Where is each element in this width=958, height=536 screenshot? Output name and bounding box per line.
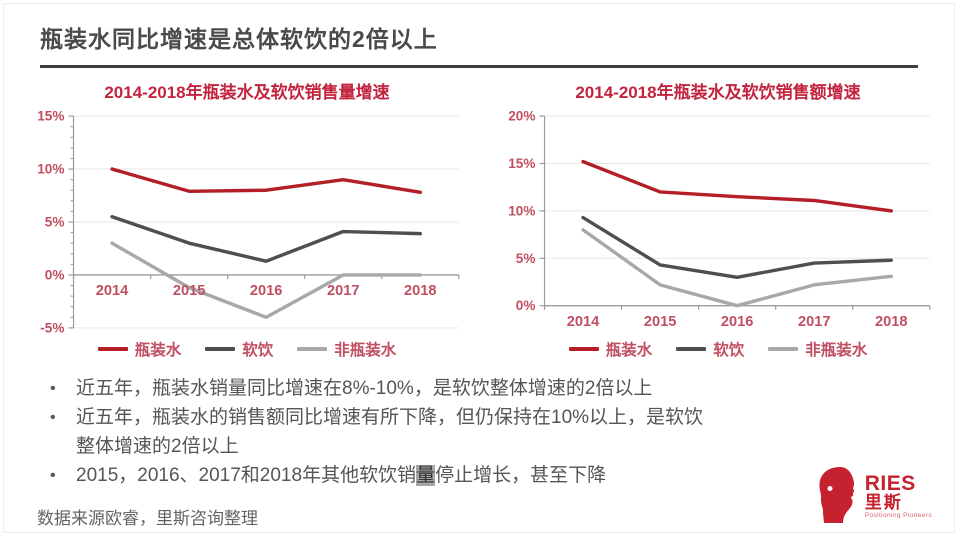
legend-item: 瓶装水 (568, 338, 653, 360)
svg-text:0%: 0% (516, 298, 536, 313)
legend-label: 非瓶装水 (334, 342, 397, 359)
svg-text:2015: 2015 (644, 314, 677, 330)
bullet-item: 近五年，瓶装水的销售额同比增速有所下降，但仍保持在10%以上，是软饮整体增速的2… (46, 403, 708, 461)
svg-text:2016: 2016 (721, 314, 754, 330)
chart-volume-plot: -5% 0% 5% 10% 15% 2014 2015 2016 2017 2018 (37, 109, 460, 335)
chart-volume-block: 2014-2018年瓶装水及软饮销售量增速 -5% 0% 5% 10% 15% 2014 2… (8, 78, 486, 360)
legend-swatch-bottled-water (568, 347, 599, 351)
bullet-text: 近五年，瓶装水的销售额同比增速有所下降，但仍保持在10%以上，是软饮整体增速的2… (76, 407, 704, 457)
legend-label: 瓶装水 (134, 342, 182, 359)
page-title: 瓶装水同比增速是总体软饮的2倍以上 (40, 26, 438, 52)
highlighted-char: 量 (416, 465, 436, 486)
header: 瓶装水同比增速是总体软饮的2倍以上 (0, 0, 958, 68)
svg-text:20%: 20% (508, 109, 535, 124)
chart-volume-title: 2014-2018年瓶装水及软饮销售量增速 (104, 83, 390, 102)
legend-swatch-soft-drinks (205, 347, 236, 351)
svg-text:-5%: -5% (40, 320, 64, 335)
svg-text:2018: 2018 (404, 283, 437, 299)
charts-row: 2014-2018年瓶装水及软饮销售量增速 -5% 0% 5% 10% 15% 2014 2… (0, 68, 958, 360)
chart-value-title: 2014-2018年瓶装水及软饮销售额增速 (575, 83, 861, 102)
svg-text:0%: 0% (45, 267, 65, 282)
svg-text:5%: 5% (516, 251, 536, 266)
svg-text:2017: 2017 (327, 283, 360, 299)
svg-text:5%: 5% (45, 215, 65, 230)
legend-swatch-non-bottled-water (768, 347, 799, 351)
bullet-list: 近五年，瓶装水销量同比增速在8%-10%，是软饮整体增速的2倍以上 近五年，瓶装… (46, 374, 708, 490)
logo-name-en: RIES (864, 472, 916, 495)
bullet-text: 2015，2016、2017和2018年其他软饮销 (76, 465, 417, 486)
svg-text:2017: 2017 (798, 314, 831, 330)
logo-text: RIES 里斯 Positioning Pioneers (865, 466, 932, 519)
legend-label: 非瓶装水 (805, 342, 868, 359)
legend-item: 软饮 (676, 338, 744, 360)
ries-head-icon (819, 467, 854, 523)
svg-text:2014: 2014 (567, 314, 600, 330)
title-underline (40, 65, 918, 68)
legend-swatch-non-bottled-water (297, 347, 328, 351)
svg-text:2014: 2014 (96, 283, 129, 299)
legend-item: 软饮 (205, 338, 273, 360)
legend-item: 非瓶装水 (768, 338, 867, 360)
bullet-item: 近五年，瓶装水销量同比增速在8%-10%，是软饮整体增速的2倍以上 (46, 374, 708, 403)
chart-volume-legend: 瓶装水 软饮 非瓶装水 (8, 338, 486, 360)
legend-label: 软饮 (242, 342, 274, 359)
svg-text:10%: 10% (508, 203, 535, 218)
bullet-item: 2015，2016、2017和2018年其他软饮销量停止增长，甚至下降 (46, 461, 708, 490)
legend-swatch-bottled-water (97, 347, 128, 351)
legend-swatch-soft-drinks (676, 347, 707, 351)
bullet-text: 停止增长，甚至下降 (435, 465, 607, 486)
svg-text:15%: 15% (37, 109, 64, 124)
svg-text:2016: 2016 (250, 283, 283, 299)
legend-label: 软饮 (713, 342, 745, 359)
logo-tagline: Positioning Pioneers (864, 512, 932, 519)
logo-name-cn: 里斯 (864, 493, 903, 512)
legend-label: 瓶装水 (605, 342, 653, 359)
svg-text:2018: 2018 (875, 314, 908, 330)
svg-text:10%: 10% (37, 162, 64, 177)
svg-text:15%: 15% (508, 156, 535, 171)
chart-value-plot: 0% 5% 10% 15% 20% 2014 2015 2016 2017 2018 (508, 109, 931, 330)
legend-item: 瓶装水 (97, 338, 182, 360)
bullet-text: 近五年，瓶装水销量同比增速在8%-10%，是软饮整体增速的2倍以上 (76, 378, 653, 399)
legend-item: 非瓶装水 (297, 338, 396, 360)
chart-value-block: 2014-2018年瓶装水及软饮销售额增速 0% 5% 10% 15% 20% 2014 2… (486, 78, 950, 360)
source-note: 数据来源欧睿，里斯咨询整理 (37, 509, 258, 528)
svg-text:2015: 2015 (173, 283, 206, 299)
chart-value-legend: 瓶装水 软饮 非瓶装水 (486, 338, 950, 360)
ries-logo: RIES 里斯 Positioning Pioneers (816, 466, 932, 524)
